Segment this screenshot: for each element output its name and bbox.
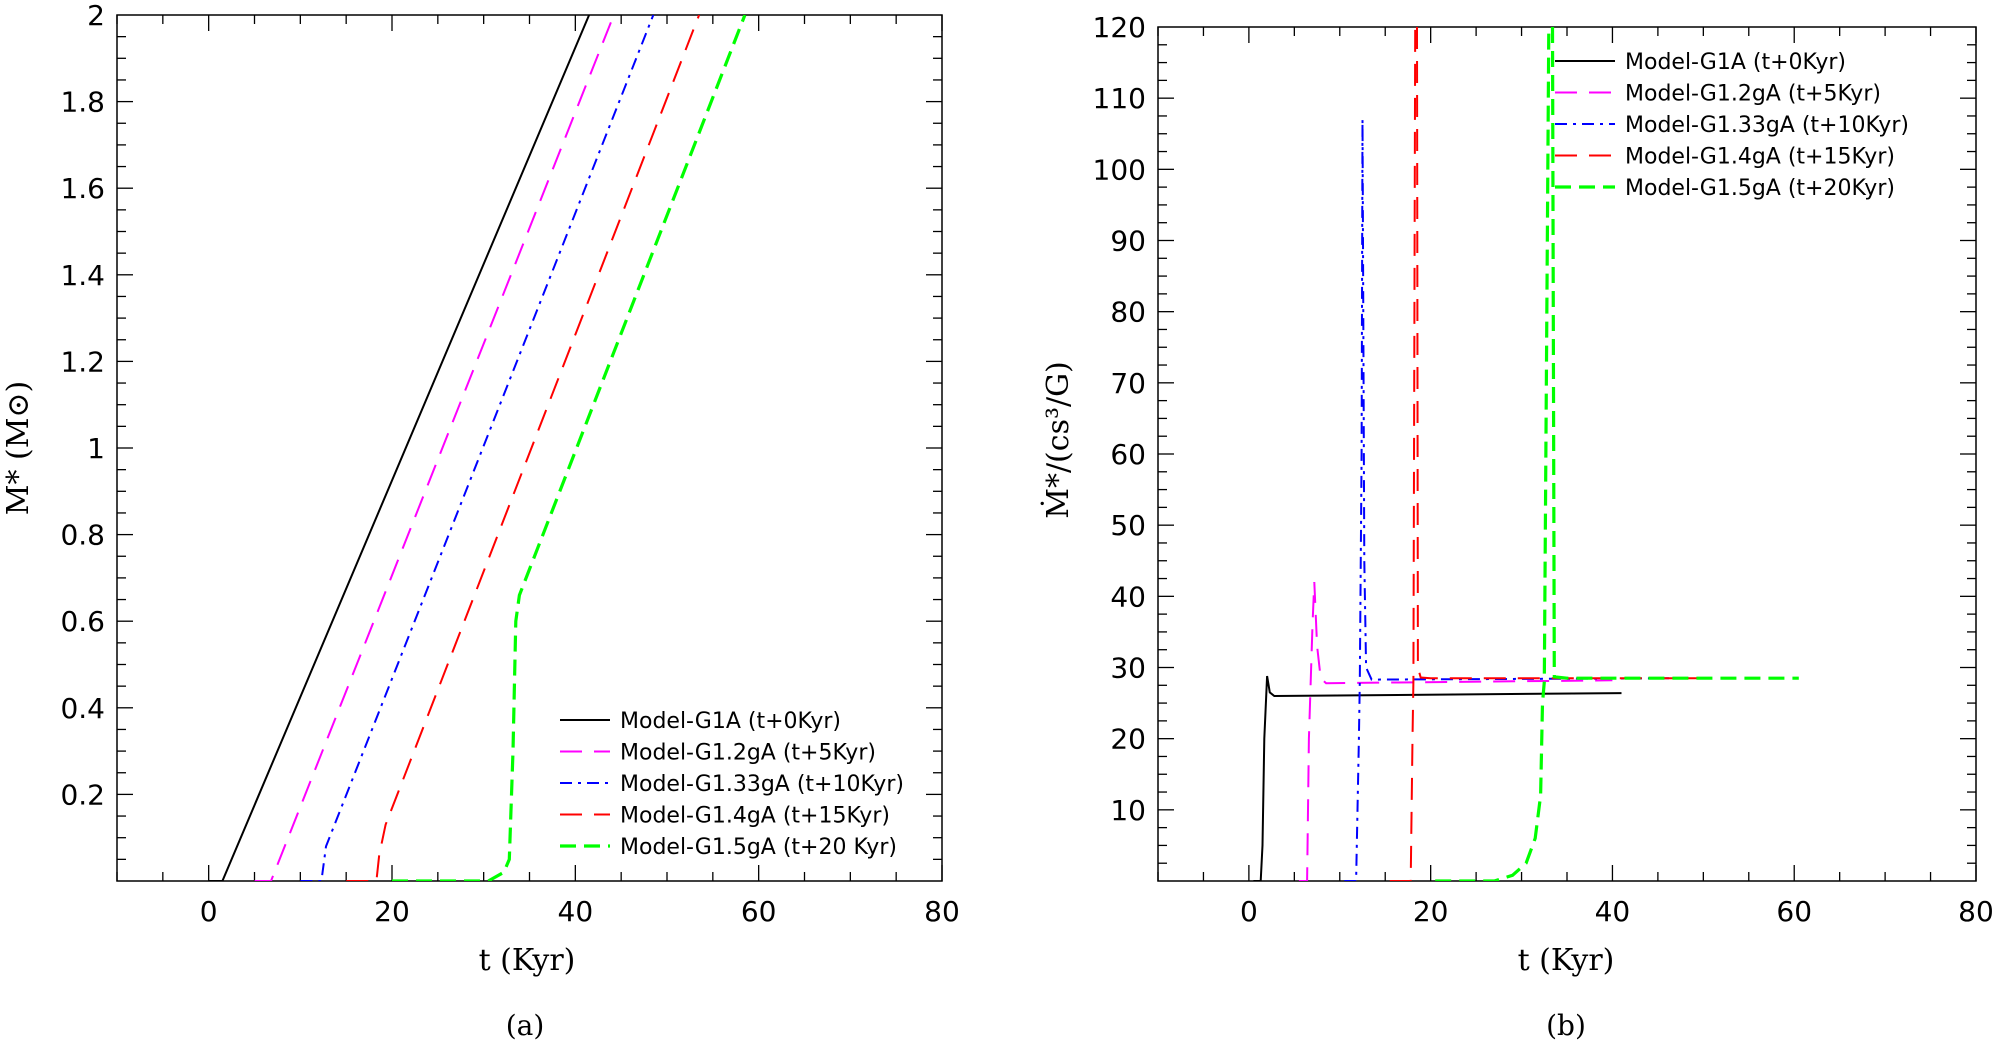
caption-a: (a) <box>506 1009 545 1042</box>
y-tick-label: 1.4 <box>60 259 105 292</box>
y-tick-label: 0.2 <box>60 778 105 811</box>
series-line-2 <box>254 15 615 881</box>
legend-b: Model-G1A (t+0Kyr) Model-G1.2gA (t+5Kyr) M… <box>1555 50 1909 201</box>
y-tick-label: 100 <box>1093 153 1146 186</box>
ticks-a <box>116 15 943 881</box>
series-line-3 <box>300 15 655 881</box>
y-tick-label: 0.4 <box>60 692 105 725</box>
x-tick-label: 40 <box>1595 895 1631 928</box>
y-tick-label: 90 <box>1110 225 1146 258</box>
legend-label: Model-G1.33gA (t+10Kyr) <box>620 772 904 797</box>
x-tick-labels-a: 0 20 40 60 80 <box>200 895 960 928</box>
legend-label: Model-G1.5gA (t+20Kyr) <box>1625 176 1895 201</box>
y-tick-label: 1.8 <box>60 86 105 119</box>
y-tick-label: 20 <box>1110 723 1146 756</box>
series-line-2 <box>1298 582 1613 881</box>
x-axis-label-a: t (Kyr) <box>479 943 576 978</box>
series-line-5 <box>1550 27 1799 680</box>
panel-b-accretion-rate: 0 20 40 60 80 10 20 30 40 50 60 70 80 90 100 110 120 t … <box>1040 11 1994 1042</box>
x-axis-label-b: t (Kyr) <box>1518 943 1615 978</box>
series-lines-a <box>208 15 747 881</box>
y-tick-label: 10 <box>1110 794 1146 827</box>
x-tick-labels-b: 0 20 40 60 80 <box>1240 895 1994 928</box>
caption-b: (b) <box>1546 1009 1586 1042</box>
legend-label: Model-G1A (t+0Kyr) <box>1625 50 1846 75</box>
y-tick-label: 0.8 <box>60 519 105 552</box>
legend-a: Model-G1A (t+0Kyr) Model-G1.2gA (t+5Kyr) M… <box>560 709 904 860</box>
x-tick-label: 60 <box>741 895 777 928</box>
x-tick-label: 80 <box>1958 895 1994 928</box>
y-axis-label-b: Ṁ*/(cs³/G) <box>1040 361 1076 519</box>
legend-label: Model-G1.4gA (t+15Kyr) <box>620 804 890 829</box>
x-tick-label: 0 <box>1240 895 1258 928</box>
legend-label: Model-G1.33gA (t+10Kyr) <box>1625 113 1909 138</box>
y-axis-label-a: M* (M⊙) <box>1 381 36 516</box>
series-line-5 <box>1435 27 1551 881</box>
legend-label: Model-G1.2gA (t+5Kyr) <box>620 741 876 766</box>
series-line-5 <box>392 15 747 881</box>
y-tick-label: 1 <box>87 432 105 465</box>
x-tick-label: 20 <box>374 895 410 928</box>
panel-a-stellar-mass: 0 20 40 60 80 0.2 0.4 0.6 0.8 1 1.2 1.4 1.6 1.8 2 t (… <box>1 0 960 1042</box>
series-line-4 <box>1389 27 1417 881</box>
legend-label: Model-G1.5gA (t+20 Kyr) <box>620 835 897 860</box>
y-tick-label: 110 <box>1093 82 1146 115</box>
series-line-1 <box>1253 675 1622 881</box>
x-tick-label: 0 <box>200 895 218 928</box>
y-tick-label: 0.6 <box>60 605 105 638</box>
y-tick-label: 50 <box>1110 509 1146 542</box>
legend-label: Model-G1.2gA (t+5Kyr) <box>1625 82 1881 107</box>
series-line-1 <box>208 15 591 881</box>
y-tick-labels-b: 10 20 30 40 50 60 70 80 90 100 110 120 <box>1093 11 1146 827</box>
legend-label: Model-G1A (t+0Kyr) <box>620 709 841 734</box>
x-tick-label: 60 <box>1776 895 1812 928</box>
y-tick-label: 1.2 <box>60 345 105 378</box>
y-tick-label: 80 <box>1110 296 1146 329</box>
ticks-b <box>1157 27 1977 881</box>
series-line-4 <box>346 15 701 881</box>
series-line-3 <box>1344 119 1677 881</box>
x-tick-label: 80 <box>924 895 960 928</box>
series-line-4 <box>1416 27 1736 680</box>
y-tick-label: 40 <box>1110 580 1146 613</box>
y-tick-label: 30 <box>1110 652 1146 685</box>
x-tick-label: 20 <box>1413 895 1449 928</box>
series-lines-b <box>1253 27 1799 881</box>
y-tick-label: 60 <box>1110 438 1146 471</box>
y-tick-label: 1.6 <box>60 172 105 205</box>
y-tick-labels-a: 0.2 0.4 0.6 0.8 1 1.2 1.4 1.6 1.8 2 <box>60 0 105 811</box>
legend-label: Model-G1.4gA (t+15Kyr) <box>1625 145 1895 170</box>
y-tick-label: 70 <box>1110 367 1146 400</box>
y-tick-label: 2 <box>87 0 105 32</box>
x-tick-label: 40 <box>558 895 594 928</box>
y-tick-label: 120 <box>1093 11 1146 44</box>
